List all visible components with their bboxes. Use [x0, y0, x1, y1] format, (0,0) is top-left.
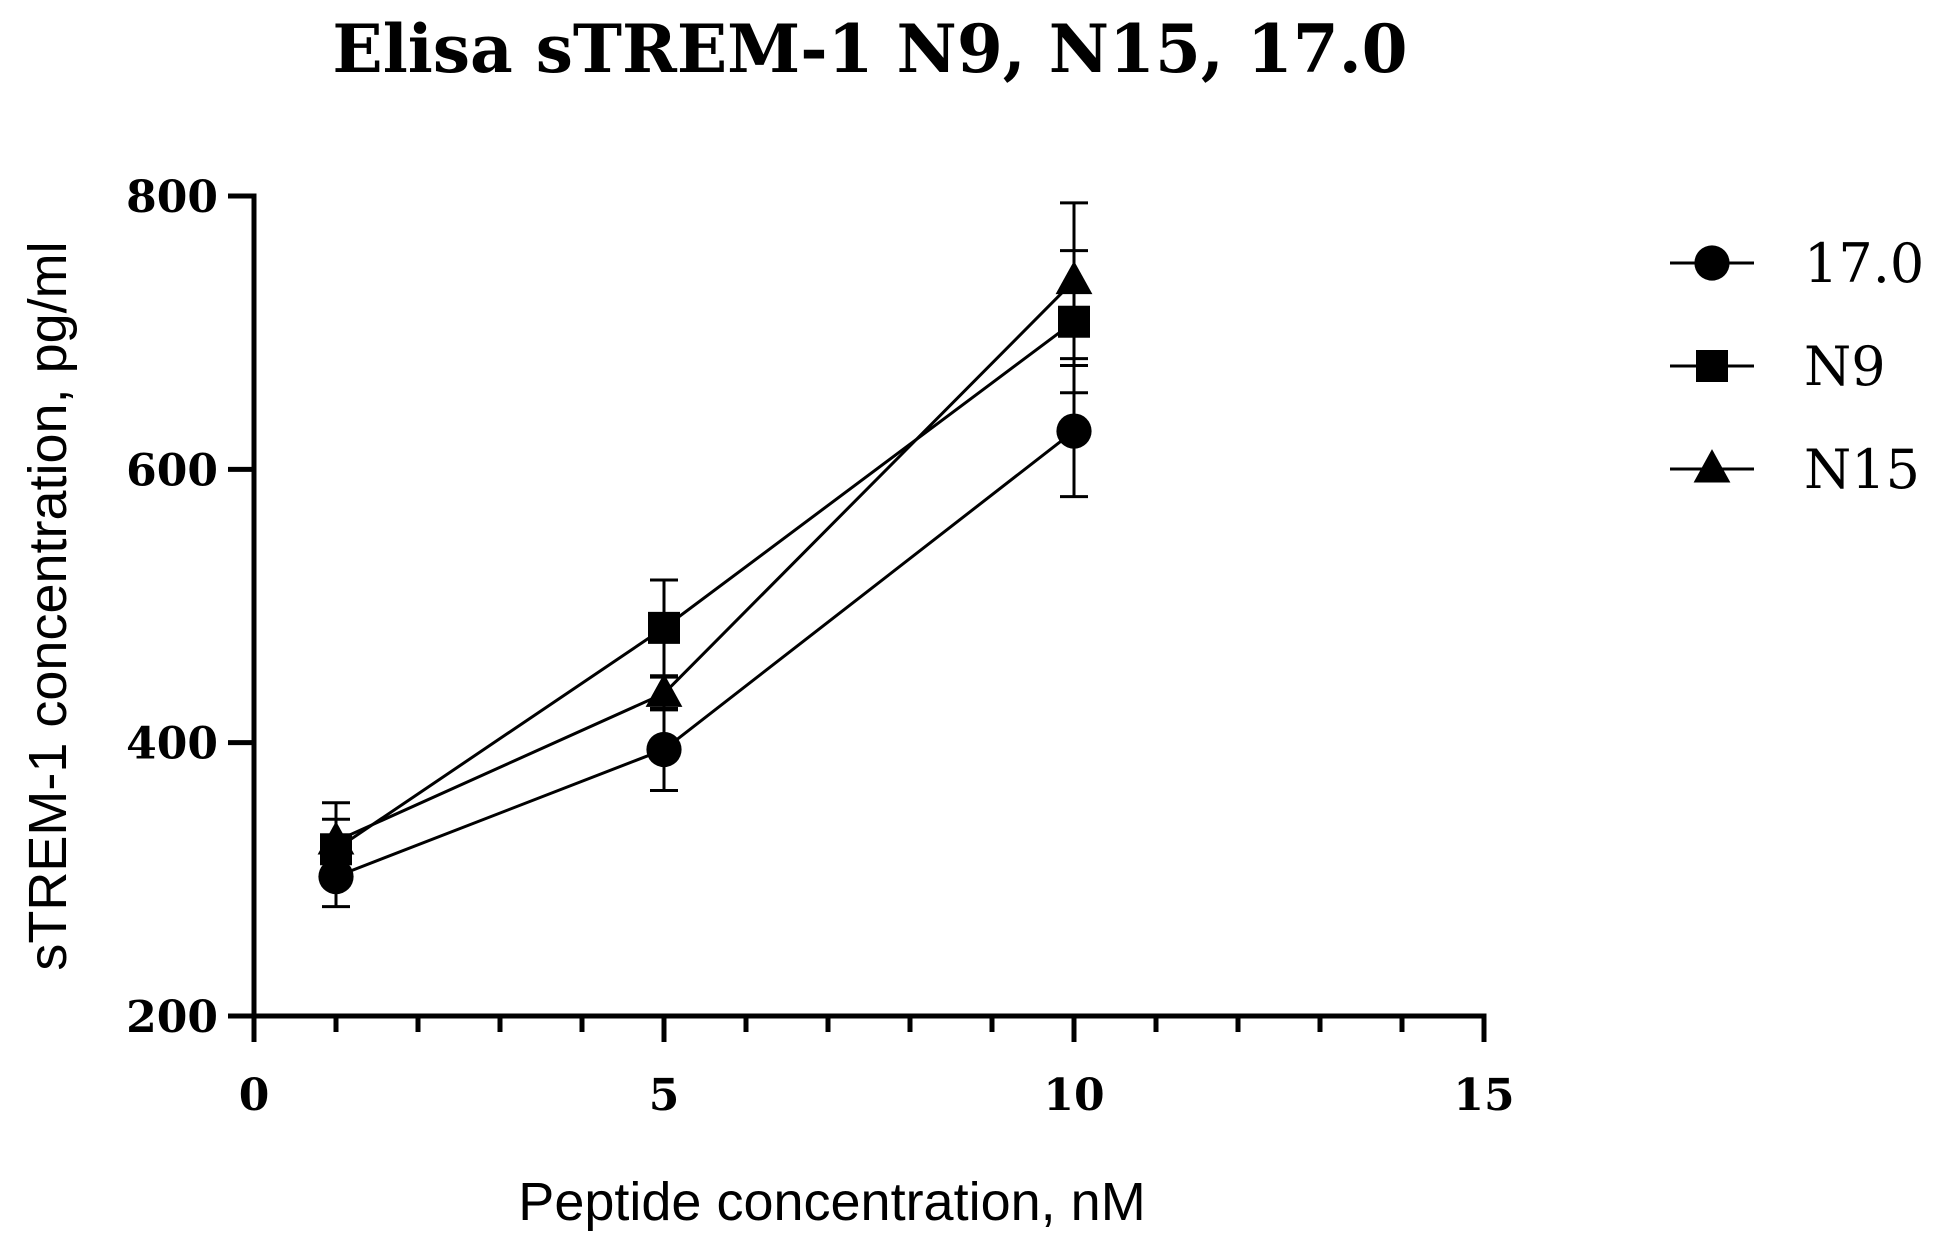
legend-item: 17.0	[1670, 232, 1924, 295]
data-point	[645, 673, 683, 707]
legend-marker	[1694, 245, 1730, 281]
x-axis-label: Peptide concentration, nM	[518, 1172, 1145, 1232]
legend-item: N9	[1670, 335, 1886, 398]
legend-marker	[1696, 350, 1728, 382]
series-170	[318, 363, 1092, 909]
legend-label: 17.0	[1804, 232, 1924, 295]
data-point	[646, 731, 682, 768]
series-line	[335, 279, 1076, 843]
data-point	[648, 611, 680, 644]
x-tick-label: 0	[239, 1070, 270, 1121]
y-tick-label: 600	[126, 445, 218, 496]
legend-label: N15	[1804, 438, 1920, 501]
data-point	[1056, 413, 1092, 449]
data-point	[1055, 260, 1093, 295]
series-n9	[320, 249, 1090, 881]
chart-title: Elisa sTREM-1 N9, N15, 17.0	[332, 10, 1407, 88]
legend-item: N15	[1670, 438, 1920, 501]
legend-label: N9	[1804, 335, 1886, 398]
x-tick-label: 5	[649, 1070, 680, 1121]
x-tick-label: 15	[1453, 1070, 1514, 1121]
y-tick-label: 400	[126, 719, 218, 770]
legend: 17.0 N9 N15	[1670, 232, 1924, 501]
data-point	[317, 821, 355, 855]
axes	[251, 193, 1487, 1019]
y-tick-label: 800	[126, 172, 218, 223]
y-tick-label: 200	[126, 992, 218, 1043]
series-n15	[317, 201, 1093, 881]
legend-marker	[1693, 449, 1731, 483]
series-line	[335, 320, 1075, 851]
y-axis-label: sTREM-1 concentration, pg/ml	[18, 241, 78, 970]
x-tick-label: 10	[1043, 1070, 1104, 1121]
